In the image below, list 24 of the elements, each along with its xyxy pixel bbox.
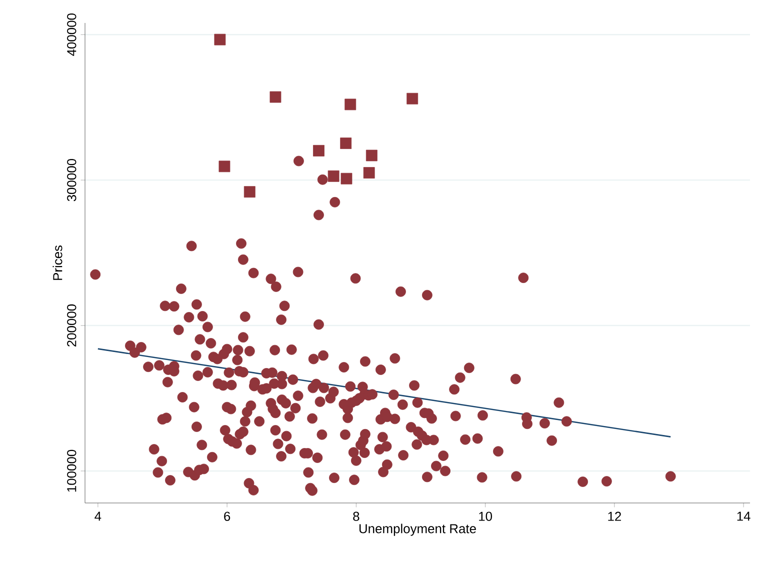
y-tick-label: 400000 [67, 14, 76, 56]
y-tick-label: 300000 [67, 158, 76, 202]
point [363, 167, 375, 179]
y-tick-label: 200000 [67, 304, 76, 346]
y-axis-title: Prices [52, 245, 62, 280]
point [366, 150, 378, 162]
x-axis-title: Unemployment Rate [359, 524, 476, 536]
point [328, 170, 340, 182]
x-tick-label: 12 [608, 512, 621, 521]
point [313, 144, 324, 156]
x-tick-label: 14 [737, 512, 750, 521]
point [218, 160, 230, 172]
point [270, 91, 282, 103]
point [406, 92, 418, 104]
x-tick-label: 6 [224, 512, 230, 521]
point [244, 186, 256, 198]
x-tick-label: 4 [94, 512, 102, 521]
point [344, 98, 356, 110]
x-tick-label: 8 [353, 512, 360, 521]
y-tick-label: 100000 [67, 450, 76, 492]
x-tick-label: 10 [479, 512, 492, 521]
point [214, 34, 226, 46]
point [340, 138, 352, 149]
point [340, 172, 352, 184]
